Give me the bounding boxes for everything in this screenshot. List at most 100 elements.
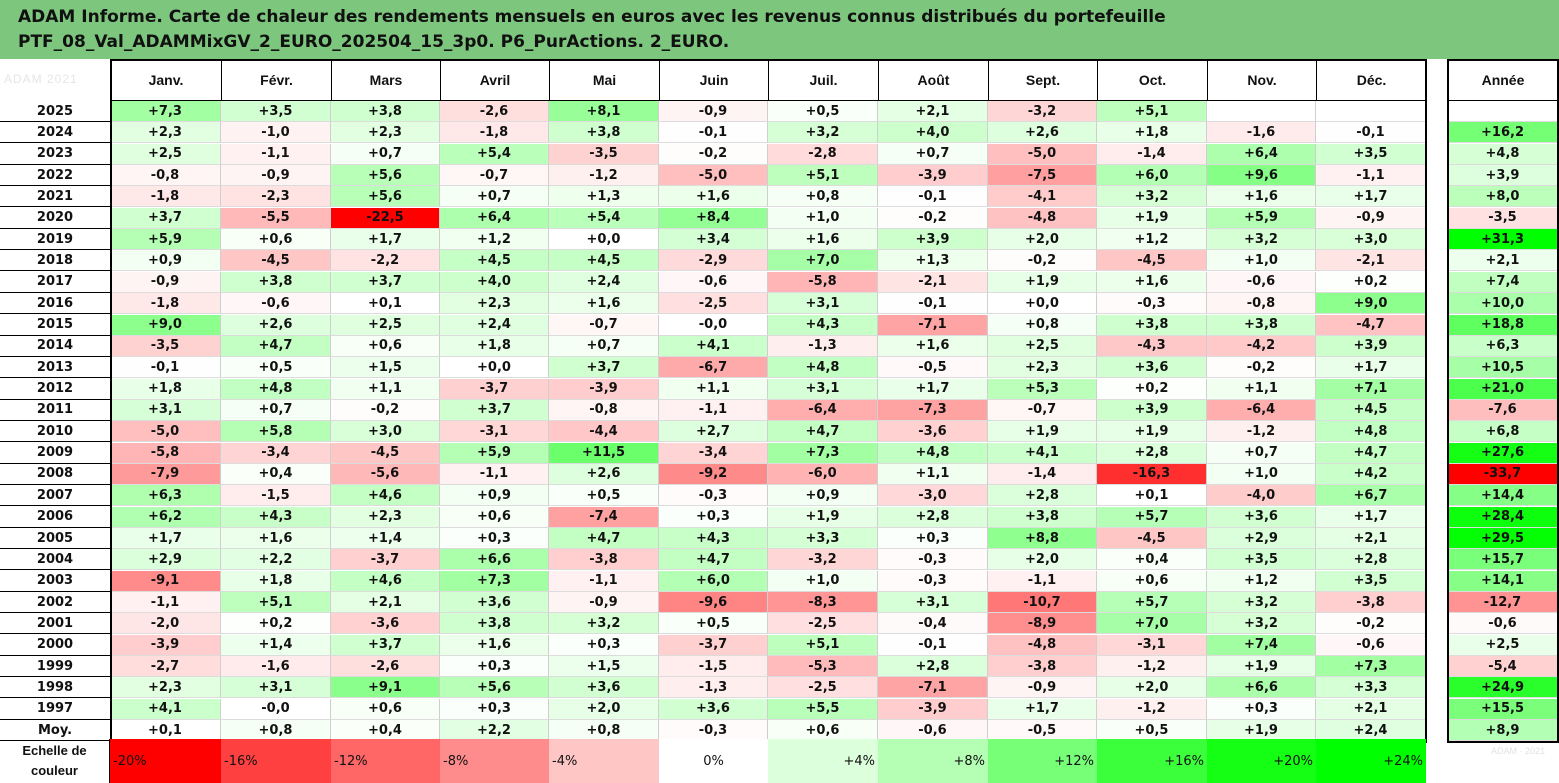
month-header: Mai bbox=[549, 59, 660, 101]
heatmap-cell: -0,0 bbox=[221, 698, 331, 720]
heatmap-cell: +2,3 bbox=[440, 293, 549, 315]
heatmap-cell: +0,2 bbox=[1316, 271, 1426, 293]
heatmap-cell: -4,5 bbox=[1097, 528, 1207, 549]
heatmap-cell: +3,8 bbox=[988, 506, 1097, 528]
heatmap-cell: -1,4 bbox=[1097, 143, 1207, 165]
heatmap-cell: +0,6 bbox=[331, 698, 440, 720]
heatmap-cell: +3,0 bbox=[331, 421, 440, 443]
heatmap-cell: +2,4 bbox=[549, 271, 659, 293]
heatmap-cell: -0,2 bbox=[878, 207, 988, 229]
color-scale-swatch: -16% bbox=[221, 739, 331, 783]
heatmap-cell: -5,6 bbox=[331, 463, 440, 485]
heatmap-cell: -1,0 bbox=[221, 122, 331, 144]
heatmap-cell: -4,5 bbox=[221, 250, 331, 272]
heatmap-cell: +0,5 bbox=[768, 101, 878, 122]
heatmap-cell: -3,7 bbox=[659, 634, 768, 656]
year-label: 2012 bbox=[0, 379, 110, 400]
color-scale-swatch: +24% bbox=[1316, 739, 1426, 783]
heatmap-cell: -1,2 bbox=[1097, 656, 1207, 678]
heatmap-cell: -0,2 bbox=[331, 399, 440, 421]
year-label: 1997 bbox=[0, 699, 110, 720]
heatmap-cell: -1,5 bbox=[221, 485, 331, 507]
month-header: Sept. bbox=[988, 59, 1098, 101]
heatmap-cell: +0,3 bbox=[878, 528, 988, 549]
heatmap-cell: +2,3 bbox=[331, 122, 440, 144]
heatmap-cell: -0,3 bbox=[878, 570, 988, 592]
year-label: 2019 bbox=[0, 229, 110, 251]
heatmap-cell: -7,9 bbox=[110, 463, 221, 485]
heatmap-cell: +2,2 bbox=[440, 720, 549, 742]
heatmap-cell: +3,5 bbox=[1316, 570, 1426, 592]
heatmap-cell: +4,1 bbox=[988, 442, 1097, 464]
heatmap-cell: +0,7 bbox=[1207, 442, 1316, 464]
year-label: 2002 bbox=[0, 592, 110, 614]
heatmap-cell: +0,1 bbox=[331, 293, 440, 315]
heatmap-cell: +2,7 bbox=[659, 421, 768, 443]
heatmap-cell: -1,6 bbox=[1207, 122, 1316, 144]
heatmap-cell: +3,4 bbox=[659, 229, 768, 251]
heatmap-cell: +5,7 bbox=[1097, 506, 1207, 528]
annual-cell: +29,5 bbox=[1447, 528, 1559, 549]
heatmap-cell: -0,8 bbox=[549, 399, 659, 421]
heatmap-cell: +4,3 bbox=[659, 528, 768, 549]
heatmap-cell: -3,5 bbox=[549, 143, 659, 165]
heatmap-cell: +6,4 bbox=[440, 207, 549, 229]
heatmap-cell: +0,6 bbox=[1097, 570, 1207, 592]
annual-cell: -0,6 bbox=[1447, 613, 1559, 635]
annual-header: Année bbox=[1447, 59, 1559, 101]
heatmap-cell: -0,8 bbox=[110, 165, 221, 187]
month-header: Oct. bbox=[1097, 59, 1208, 101]
heatmap-cell: +6,4 bbox=[1207, 143, 1316, 165]
heatmap-cell: +1,4 bbox=[331, 528, 440, 549]
year-label: 2010 bbox=[0, 421, 110, 443]
heatmap-cell: -7,3 bbox=[878, 399, 988, 421]
heatmap-cell: +2,8 bbox=[988, 485, 1097, 507]
year-label: 2016 bbox=[0, 293, 110, 315]
heatmap-cell: -3,6 bbox=[878, 421, 988, 443]
heatmap-cell: +0,7 bbox=[221, 399, 331, 421]
heatmap-cell: +0,9 bbox=[110, 250, 221, 272]
heatmap-cell: -1,1 bbox=[988, 570, 1097, 592]
heatmap-cell: -1,1 bbox=[659, 399, 768, 421]
heatmap-cell: -0,0 bbox=[659, 314, 768, 336]
heatmap-cell: -4,8 bbox=[988, 207, 1097, 229]
heatmap-cell: +1,1 bbox=[659, 378, 768, 400]
heatmap-cell: +8,8 bbox=[988, 528, 1097, 549]
heatmap-cell: -5,8 bbox=[768, 271, 878, 293]
heatmap-cell: +2,1 bbox=[1316, 528, 1426, 549]
heatmap-cell: -9,6 bbox=[659, 592, 768, 614]
color-scale-swatch: -8% bbox=[440, 739, 549, 783]
heatmap-cell: -2,0 bbox=[110, 613, 221, 635]
heatmap-cell: -3,8 bbox=[988, 656, 1097, 678]
heatmap-cell: +3,7 bbox=[110, 207, 221, 229]
heatmap-cell: +3,5 bbox=[1316, 143, 1426, 165]
year-label: 2017 bbox=[0, 272, 110, 293]
heatmap-cell: +5,7 bbox=[1097, 592, 1207, 614]
heatmap-cell: +0,6 bbox=[331, 335, 440, 357]
month-header: Juil. bbox=[768, 59, 879, 101]
heatmap-cell: +4,1 bbox=[110, 698, 221, 720]
heatmap-cell: +0,7 bbox=[549, 335, 659, 357]
heatmap-cell: +8,4 bbox=[659, 207, 768, 229]
year-label: 1998 bbox=[0, 677, 110, 699]
heatmap-cell: +3,2 bbox=[549, 613, 659, 635]
annual-cell: +6,3 bbox=[1447, 335, 1559, 357]
heatmap-cell: -1,8 bbox=[110, 186, 221, 208]
heatmap-cell: +4,5 bbox=[1316, 399, 1426, 421]
heatmap-cell: +1,6 bbox=[1207, 186, 1316, 208]
heatmap-cell: +5,1 bbox=[1097, 101, 1207, 122]
heatmap-cell: +1,6 bbox=[878, 335, 988, 357]
color-scale-swatch: +20% bbox=[1207, 739, 1316, 783]
heatmap-cell: +7,3 bbox=[768, 442, 878, 464]
color-scale-swatch: +8% bbox=[878, 739, 988, 783]
heatmap-cell: +0,7 bbox=[331, 143, 440, 165]
watermark-logo-bottom: ADAM · 2021 bbox=[1490, 746, 1546, 756]
heatmap-cell: -2,5 bbox=[659, 293, 768, 315]
heatmap-cell: +2,1 bbox=[331, 592, 440, 614]
heatmap-cell: +0,3 bbox=[440, 698, 549, 720]
heatmap-cell: -1,2 bbox=[549, 165, 659, 187]
heatmap-cell: -4,1 bbox=[988, 186, 1097, 208]
heatmap-cell: -3,0 bbox=[878, 485, 988, 507]
heatmap-cell: -1,1 bbox=[110, 592, 221, 614]
heatmap-cell: -0,2 bbox=[659, 143, 768, 165]
